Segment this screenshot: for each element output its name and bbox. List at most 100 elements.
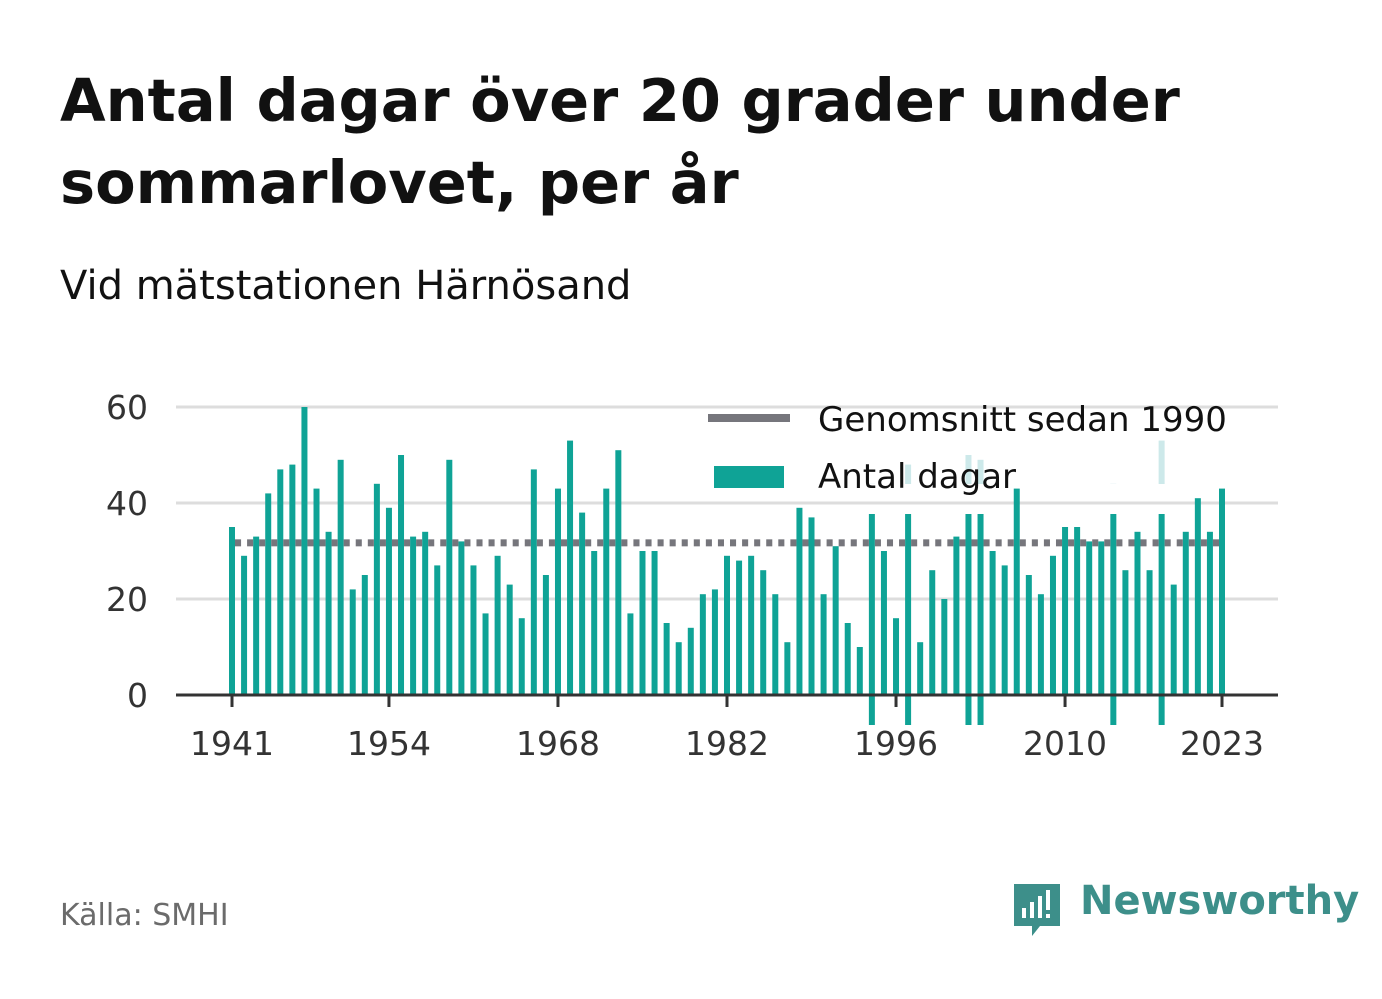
x-tick-label: 1941 (190, 724, 274, 763)
bar-faded (977, 459, 984, 484)
bar-faded (905, 464, 912, 484)
bar (434, 565, 441, 695)
bar (627, 613, 634, 695)
bar (1182, 531, 1189, 695)
x-tick-label: 2023 (1180, 724, 1264, 763)
bar (1074, 527, 1081, 695)
bar (1194, 498, 1201, 695)
bar (361, 575, 368, 695)
bar (1122, 570, 1129, 695)
bar (1146, 570, 1153, 695)
bar (289, 464, 296, 695)
bar (724, 555, 730, 695)
y-axis-tick-labels: 0 20 40 60 (106, 388, 148, 715)
bar (880, 551, 887, 695)
bars (229, 407, 1225, 725)
bar (542, 575, 549, 695)
bar (760, 570, 767, 695)
source-note: Källa: SMHI (60, 898, 229, 933)
bar (567, 440, 574, 695)
bar (941, 599, 948, 695)
bar (808, 517, 815, 695)
bar (615, 450, 622, 695)
bar-chart: 0 20 40 60 Genomsnitt sedan 1990 Antal daga… (106, 388, 1278, 763)
bar (579, 512, 586, 695)
legend: Genomsnitt sedan 1990 Antal dagar (708, 400, 1227, 497)
bar (1206, 531, 1213, 695)
bar (711, 589, 718, 695)
bar (506, 584, 513, 695)
chart-title: Antal dagar över 20 grader under sommarl… (60, 66, 1180, 217)
bar (422, 531, 429, 695)
legend-bars-label: Antal dagar (818, 457, 1016, 497)
bar-faded (965, 455, 972, 484)
bar (1219, 488, 1225, 695)
bar (639, 551, 646, 695)
bar (385, 507, 392, 695)
x-axis-tick-labels: 1941 1954 1968 1982 1996 2010 2023 (190, 695, 1264, 763)
bar (784, 642, 791, 695)
bar (554, 488, 561, 695)
bar (518, 618, 525, 695)
bar (1062, 527, 1069, 695)
bar (277, 469, 284, 695)
y-tick-label: 60 (106, 388, 148, 427)
bar (856, 647, 863, 695)
bar (868, 514, 875, 725)
x-tick-label: 1968 (516, 724, 600, 763)
legend-bars-swatch (714, 466, 784, 488)
y-tick-label: 40 (106, 484, 148, 523)
bar (1037, 594, 1044, 695)
legend-average-label: Genomsnitt sedan 1990 (818, 400, 1227, 440)
bar (1158, 514, 1165, 725)
bar (241, 555, 248, 695)
bar-faded (1158, 440, 1165, 484)
y-tick-label: 0 (127, 676, 148, 715)
x-tick-label: 2010 (1023, 724, 1107, 763)
bar (373, 483, 380, 695)
bar (349, 589, 356, 695)
bar (820, 594, 827, 695)
bar (989, 551, 996, 695)
bar (1134, 531, 1141, 695)
bar (265, 493, 272, 695)
bar (229, 527, 235, 695)
bar (736, 560, 743, 695)
bar (977, 514, 984, 725)
newsworthy-logo-text: Newsworthy (1080, 878, 1360, 924)
bar (410, 536, 417, 695)
bar (965, 514, 972, 725)
y-tick-label: 20 (106, 580, 148, 619)
bar (675, 642, 682, 695)
bar (530, 469, 537, 695)
x-tick-label: 1954 (347, 724, 431, 763)
bar (337, 459, 344, 695)
bar (699, 594, 706, 695)
bar (458, 541, 465, 695)
bar (748, 555, 755, 695)
bar (603, 488, 610, 695)
bar (591, 551, 598, 695)
x-tick-label: 1982 (685, 724, 769, 763)
bar (832, 546, 839, 695)
bar (905, 514, 912, 725)
bar (470, 565, 477, 695)
bar (1086, 541, 1093, 695)
bar (482, 613, 489, 695)
bar (301, 407, 308, 695)
bar (953, 536, 960, 695)
bar (796, 507, 803, 695)
bar (772, 594, 779, 695)
bar (929, 570, 936, 695)
bar (651, 551, 658, 695)
bar (893, 618, 900, 695)
bar (253, 536, 260, 695)
bar (1001, 565, 1008, 695)
bar (917, 642, 924, 695)
bar (398, 455, 405, 695)
bar (1110, 514, 1117, 725)
bar (844, 623, 851, 695)
chart-subtitle: Vid mätstationen Härnösand (60, 263, 632, 309)
newsworthy-logo-icon (1014, 884, 1060, 936)
bar (446, 459, 453, 695)
